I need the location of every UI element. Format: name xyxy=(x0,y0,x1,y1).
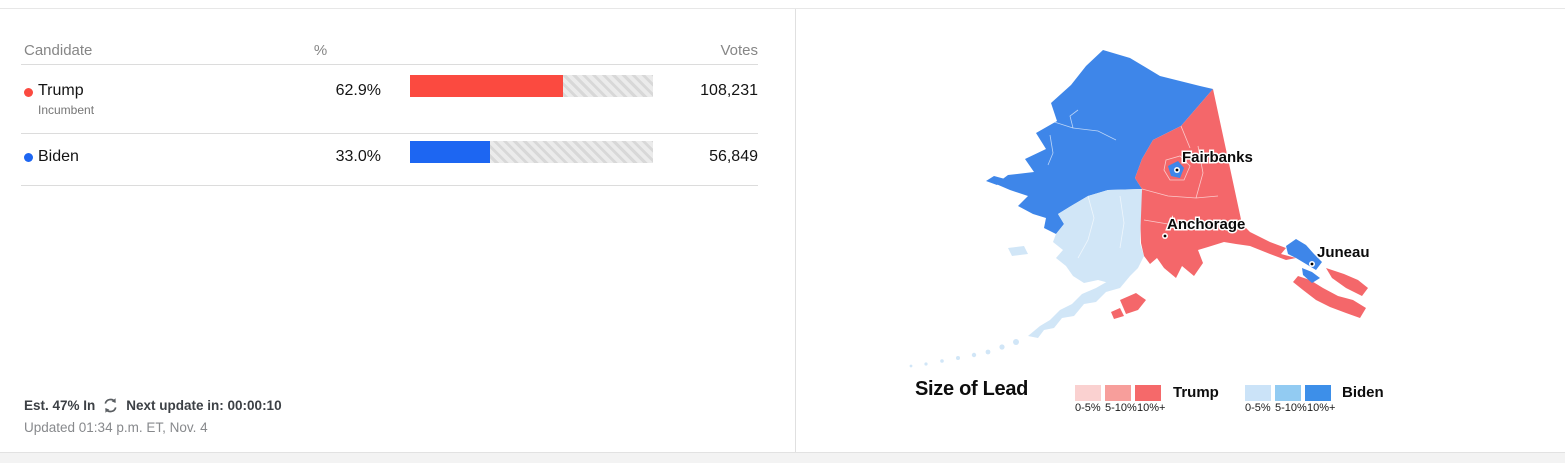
top-divider xyxy=(0,8,1565,9)
votes-value: 56,849 xyxy=(709,148,758,165)
panel-divider xyxy=(795,9,796,452)
biden-scale-ticks: 0-5% 5-10% 10%+ xyxy=(1245,402,1339,414)
tick-label: 5-10% xyxy=(1105,402,1137,414)
header-divider xyxy=(21,64,758,65)
map-island-nunivak-biden-weak[interactable] xyxy=(1008,246,1028,256)
tick-label: 0-5% xyxy=(1245,402,1271,414)
map-island-kodiak-small-trump[interactable] xyxy=(1111,308,1124,319)
trump-vote-bar xyxy=(410,75,653,97)
alaska-results-map[interactable]: Fairbanks Anchorage Juneau xyxy=(898,28,1418,368)
legend-biden-label: Biden xyxy=(1342,384,1384,401)
candidate-name: Trump xyxy=(38,82,84,99)
tick-label: 10%+ xyxy=(1307,402,1336,414)
tick-label: 5-10% xyxy=(1275,402,1307,414)
city-label-fairbanks: Fairbanks xyxy=(1182,149,1253,166)
biden-swatch-0-5 xyxy=(1245,385,1271,401)
map-region-juneau-south-biden[interactable] xyxy=(1302,268,1320,283)
row-divider xyxy=(21,133,758,134)
map-region-interior-trump[interactable] xyxy=(1135,89,1296,278)
legend-title: Size of Lead xyxy=(915,378,1029,400)
map-region-panhandle-trump[interactable] xyxy=(1293,276,1366,318)
map-region-panhandle-east-trump[interactable] xyxy=(1326,268,1368,296)
trump-vote-bar-fill xyxy=(410,75,563,97)
column-header-candidate: Candidate xyxy=(24,42,93,59)
map-aleutian-islands[interactable] xyxy=(909,339,1019,368)
city-label-anchorage: Anchorage xyxy=(1167,216,1245,233)
trump-swatch-10plus xyxy=(1135,385,1161,401)
refresh-icon xyxy=(102,397,119,414)
legend-trump-scale: 0-5% 5-10% 10%+ xyxy=(1075,385,1169,414)
last-updated-label: Updated 01:34 p.m. ET, Nov. 4 xyxy=(24,420,208,435)
percent-value: 62.9% xyxy=(335,82,381,99)
tick-label: 10%+ xyxy=(1137,402,1166,414)
incumbent-label: Incumbent xyxy=(38,103,95,117)
biden-swatch-10plus xyxy=(1305,385,1331,401)
borough-borders xyxy=(1047,109,1229,259)
candidate-name: Biden xyxy=(38,148,79,165)
column-header-votes: Votes xyxy=(720,42,758,59)
biden-swatch-5-10 xyxy=(1275,385,1301,401)
row-divider xyxy=(21,185,758,186)
bottom-scroll-strip[interactable] xyxy=(0,452,1565,463)
trump-party-dot xyxy=(24,88,33,97)
biden-party-dot xyxy=(24,153,33,162)
column-header-percent: % xyxy=(313,42,328,59)
reporting-status: Est. 47% In Next update in: 00:00:10 xyxy=(24,397,282,414)
map-island-kodiak-trump[interactable] xyxy=(1120,293,1146,314)
tick-label: 0-5% xyxy=(1075,402,1101,414)
biden-vote-bar xyxy=(410,141,653,163)
est-in-label: Est. 47% In xyxy=(24,398,96,413)
legend-trump-label: Trump xyxy=(1173,384,1219,401)
map-region-southwest-biden-weak[interactable] xyxy=(1053,189,1144,284)
trump-swatch-0-5 xyxy=(1075,385,1101,401)
map-island-west-biden[interactable] xyxy=(986,176,1005,185)
next-update-label: Next update in: 00:00:10 xyxy=(126,398,282,413)
city-label-juneau: Juneau xyxy=(1317,244,1370,261)
trump-scale-ticks: 0-5% 5-10% 10%+ xyxy=(1075,402,1169,414)
legend-biden-scale: 0-5% 5-10% 10%+ xyxy=(1245,385,1339,414)
map-region-north-west-biden[interactable] xyxy=(996,50,1213,234)
trump-swatch-5-10 xyxy=(1105,385,1131,401)
map-region-alaska-peninsula-biden-weak[interactable] xyxy=(1028,276,1130,338)
city-markers xyxy=(1162,167,1315,267)
biden-vote-bar-fill xyxy=(410,141,491,163)
percent-value: 33.0% xyxy=(335,148,381,165)
votes-value: 108,231 xyxy=(700,82,758,99)
